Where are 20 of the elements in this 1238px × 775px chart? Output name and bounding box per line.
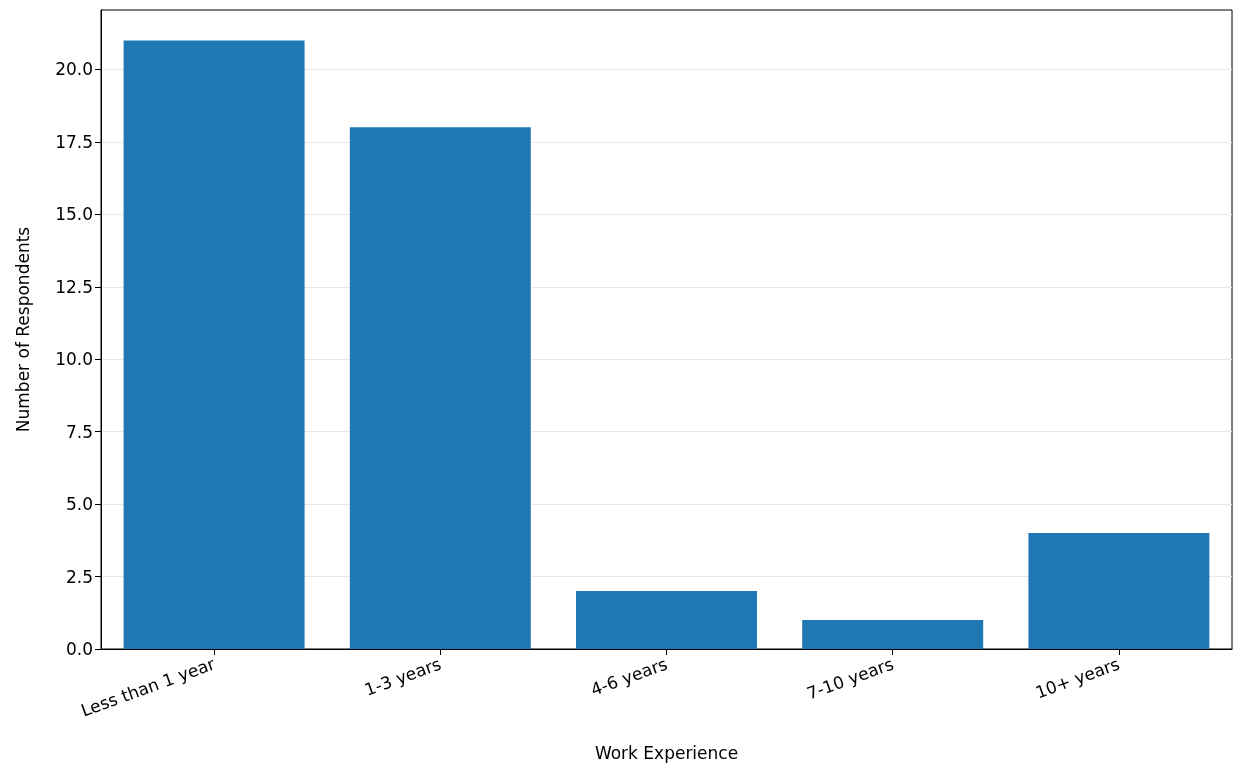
- y-tick-label: 15.0: [55, 204, 93, 225]
- y-axis-title: Number of Respondents: [12, 226, 33, 433]
- bar: [576, 591, 757, 649]
- bar: [1028, 533, 1210, 649]
- x-tick-label: 7-10 years: [803, 653, 897, 704]
- y-tick-label: 20.0: [55, 59, 93, 80]
- y-tick-label: 2.5: [65, 566, 93, 587]
- y-tick-label: 5.0: [65, 494, 93, 515]
- x-tick-label: 4-6 years: [587, 653, 671, 700]
- y-tick-label: 12.5: [55, 276, 93, 297]
- x-tick-label: 10+ years: [1032, 653, 1123, 703]
- x-tick-label: 1-3 years: [361, 653, 444, 700]
- bar: [802, 620, 984, 649]
- x-axis-title: Work Experience: [594, 742, 739, 763]
- y-tick-label: 7.5: [65, 421, 93, 442]
- y-tick-label: 10.0: [55, 349, 93, 370]
- y-tick-label: 0.0: [65, 639, 93, 659]
- y-tick-label: 17.5: [55, 131, 93, 152]
- bar: [123, 40, 305, 649]
- bar: [349, 127, 531, 649]
